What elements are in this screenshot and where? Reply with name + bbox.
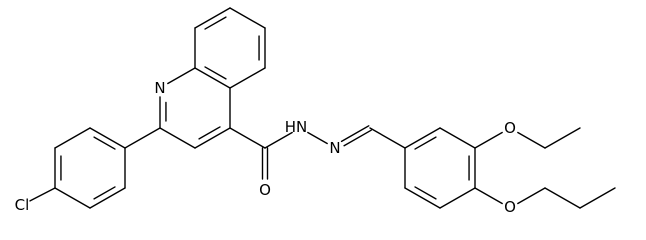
atom-label: O [504, 119, 516, 137]
bond [517, 187, 546, 205]
atom-label: N [329, 139, 340, 157]
atom-label: Cl [15, 196, 30, 214]
bond [93, 136, 116, 150]
bond [414, 186, 437, 200]
bond [474, 187, 503, 205]
atom-label: O [259, 181, 271, 199]
bond [544, 127, 581, 149]
bond [414, 136, 437, 150]
atom-label: N [154, 79, 165, 97]
bond [194, 67, 231, 89]
bond [159, 127, 196, 149]
bond [517, 131, 546, 149]
bond [343, 129, 372, 147]
bond [194, 7, 231, 29]
bond [307, 131, 328, 145]
bond [404, 127, 441, 149]
bond [204, 16, 227, 30]
bond [54, 187, 91, 209]
bond [89, 187, 126, 209]
bond [229, 7, 266, 29]
bond [198, 126, 221, 140]
bond [439, 187, 476, 209]
bond [29, 187, 56, 202]
bond [229, 67, 266, 89]
bond [93, 186, 116, 200]
bond [167, 67, 196, 85]
bond [229, 127, 266, 149]
bond [579, 187, 616, 209]
bond [264, 131, 293, 149]
bond [204, 66, 227, 80]
bond [124, 127, 161, 149]
bond [369, 127, 406, 149]
bond [54, 127, 91, 149]
bond [439, 127, 476, 149]
bond [89, 127, 126, 149]
molecule-diagram: N Cl O HN N O O [15, 7, 616, 215]
bond [194, 127, 231, 149]
atom-label: O [504, 198, 516, 215]
bond [404, 187, 441, 209]
bonds [29, 7, 616, 209]
bond [340, 125, 370, 143]
bond [474, 131, 503, 149]
atom-label: HN [285, 118, 308, 136]
bond [544, 187, 581, 209]
